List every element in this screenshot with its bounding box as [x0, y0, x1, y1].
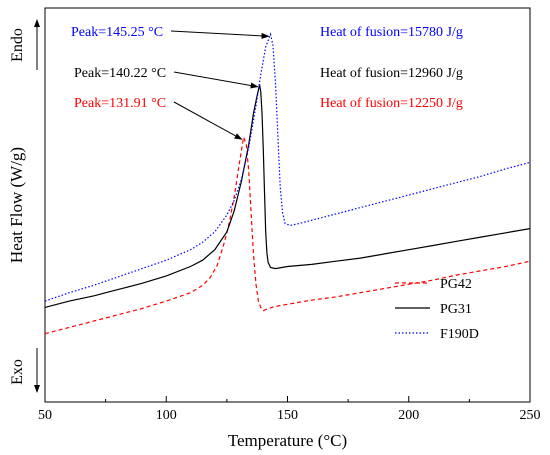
fusion-label-pg42: Heat of fusion=12250 J/g	[320, 96, 463, 111]
legend: PG42 PG31 F190D	[395, 277, 479, 342]
x-tick-label: 150	[277, 408, 298, 423]
exo-label: Exo	[9, 359, 26, 385]
series-line-pg42	[44, 134, 531, 335]
series-layer	[44, 32, 531, 335]
legend-label-pg42: PG42	[440, 277, 472, 292]
x-tick-label: 50	[38, 408, 52, 423]
peak-arrow-f190d	[170, 30, 270, 39]
fusion-label-pg31: Heat of fusion=12960 J/g	[320, 66, 463, 81]
series-line-pg31	[44, 84, 531, 308]
legend-label-f190d: F190D	[440, 327, 479, 342]
peak-label-f190d: Peak=145.25 °C	[71, 25, 163, 40]
fusion-label-f190d: Heat of fusion=15780 J/g	[320, 25, 463, 40]
axis-labels: Temperature (°C) Heat Flow (W/g) Endo Exo	[7, 19, 347, 450]
legend-label-pg31: PG31	[440, 302, 472, 317]
peak-label-pg31: Peak=140.22 °C	[74, 66, 166, 81]
x-tick-label: 250	[520, 408, 541, 423]
endo-label: Endo	[9, 28, 26, 62]
peak-label-pg42: Peak=131.91 °C	[74, 96, 166, 111]
series-line-f190d	[44, 32, 531, 302]
x-tick-label: 200	[398, 408, 419, 423]
y-axis-label: Heat Flow (W/g)	[7, 147, 26, 263]
x-tick-label: 100	[156, 408, 177, 423]
peak-arrow-pg31	[173, 71, 259, 89]
x-axis: 50 100 150 200 250	[38, 396, 541, 423]
annotation-layer: Peak=145.25 °C Heat of fusion=15780 J/g Pe…	[71, 25, 463, 140]
peak-arrow-pg42	[173, 101, 243, 140]
x-axis-label: Temperature (°C)	[228, 431, 347, 450]
